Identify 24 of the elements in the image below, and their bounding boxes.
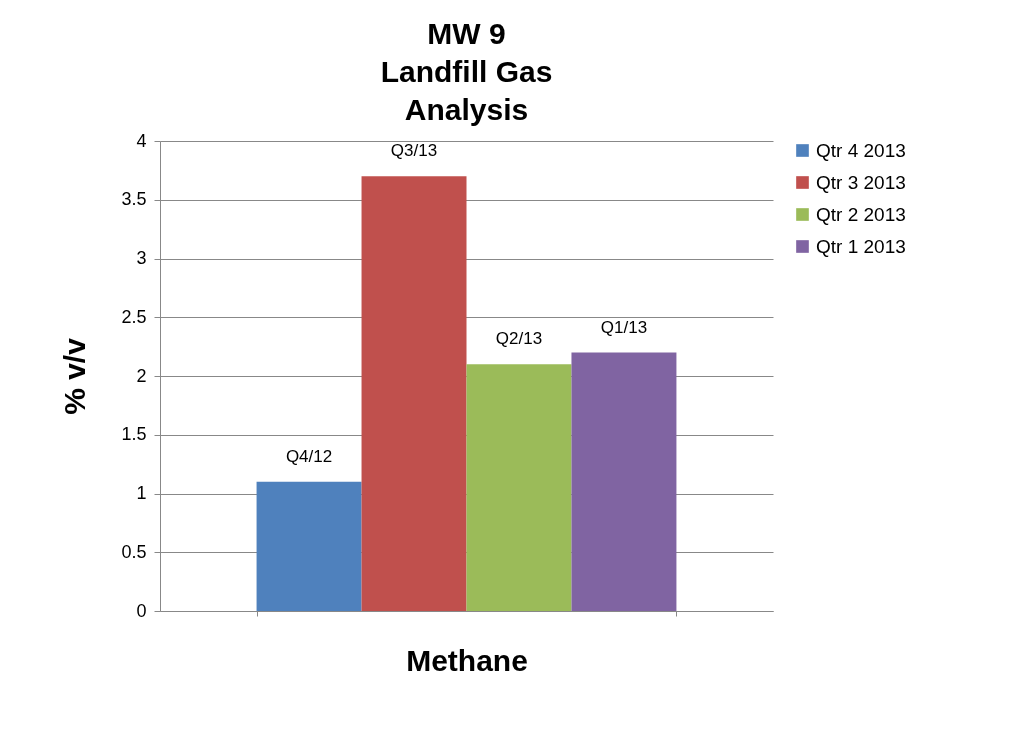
y-tick-label: 1 [136,483,147,503]
legend-label: Qtr 1 2013 [816,235,906,257]
y-tick-label: 1.5 [121,424,147,445]
y-tick-label: 4 [136,130,147,151]
y-tick-label: 3 [136,248,147,268]
data-label: Q1/13 [600,317,648,337]
x-axis-title: Methane [406,643,528,677]
legend-label: Qtr 3 2013 [816,171,906,193]
legend-label: Qtr 4 2013 [816,139,906,161]
bar [361,176,467,611]
y-axis-title: % v/v [58,337,92,415]
chart-title: MW 9 Landfill Gas Analysis [380,17,553,126]
bar [256,481,362,611]
legend-label: Qtr 2 2013 [816,203,906,225]
y-tick-label: 3.5 [121,189,147,210]
y-tick-label: 0 [136,600,147,621]
y-tick-label: 0.5 [121,541,147,562]
data-label: Q2/13 [495,329,543,349]
bar [466,364,572,611]
bar [571,352,677,611]
y-tick-label: 2 [136,365,147,386]
data-label: Q4/12 [285,446,333,466]
y-tick-label: 2.5 [121,306,147,327]
data-label: Q3/13 [390,141,438,161]
